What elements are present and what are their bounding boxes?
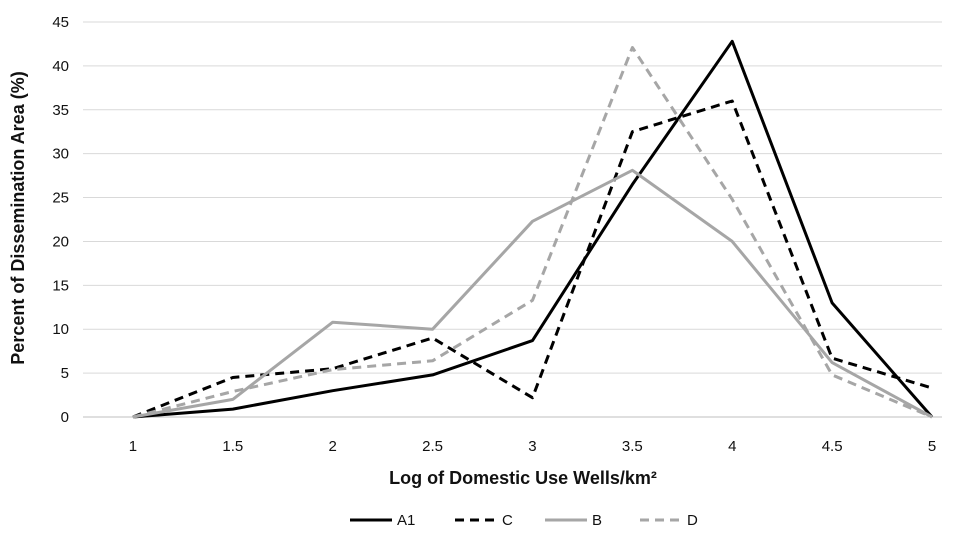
x-tick-label: 4: [728, 438, 736, 455]
y-tick-label: 45: [52, 14, 69, 31]
x-tick-label: 3: [528, 438, 536, 455]
series-line-b: [132, 168, 933, 419]
legend-label-d: D: [687, 512, 698, 529]
x-tick-label: 3.5: [622, 438, 643, 455]
y-tick-label: 5: [61, 365, 69, 382]
y-tick-label: 30: [52, 146, 69, 163]
x-axis-title: Log of Domestic Use Wells/km²: [389, 468, 657, 488]
x-tick-label: 1.5: [222, 438, 243, 455]
y-axis-title: Percent of Dissemination Area (%): [8, 71, 28, 364]
x-tick-label: 5: [928, 438, 936, 455]
y-tick-label: 10: [52, 321, 69, 338]
x-tick-label: 1: [129, 438, 137, 455]
series-lines: [132, 39, 934, 419]
legend-label-b: B: [592, 512, 602, 529]
gridlines: [83, 21, 942, 374]
legend-label-c: C: [502, 512, 513, 529]
y-tick-label: 0: [61, 409, 69, 426]
x-tick-label: 2: [329, 438, 337, 455]
series-line-a1: [132, 39, 934, 419]
y-tick-label: 20: [52, 233, 69, 250]
y-tick-label: 40: [52, 58, 69, 75]
x-tick-label: 4.5: [822, 438, 843, 455]
x-tick-label: 2.5: [422, 438, 443, 455]
tick-labels: 0 5 10 15 20 25 30 35 40 45 1 1.5 2 2.5 3 3.5 4 4.5 5: [52, 14, 936, 455]
series-line-d: [132, 46, 933, 419]
legend-label-a1: A1: [397, 512, 415, 529]
legend: A1 C B D: [350, 512, 698, 529]
y-tick-label: 35: [52, 102, 69, 119]
y-tick-label: 25: [52, 190, 69, 207]
y-tick-label: 15: [52, 277, 69, 294]
series-line-c: [132, 99, 933, 419]
